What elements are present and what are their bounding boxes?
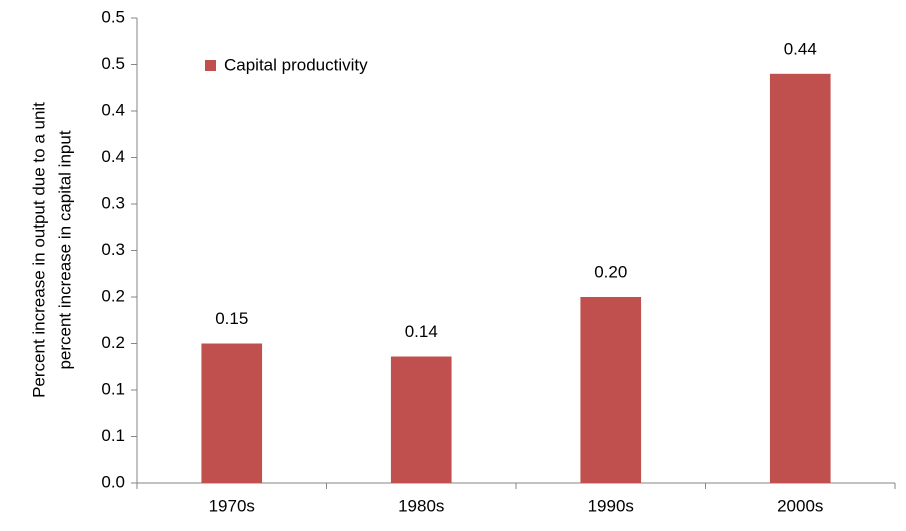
y-axis-label: Percent increase in output due to a unit [29, 102, 48, 398]
y-tick-label: 0.5 [101, 7, 125, 26]
y-tick-label: 0.4 [101, 100, 125, 119]
x-tick-label: 2000s [777, 496, 823, 515]
y-tick-label: 0.3 [101, 240, 125, 259]
data-label: 0.44 [784, 39, 817, 58]
y-tick-label: 0.1 [101, 379, 125, 398]
data-label: 0.14 [405, 322, 438, 341]
bar [201, 343, 263, 483]
y-tick-label: 0.1 [101, 426, 125, 445]
bar [769, 73, 831, 484]
data-label: 0.15 [215, 309, 248, 328]
y-tick-label: 0.4 [101, 147, 125, 166]
bar [580, 297, 642, 483]
x-tick-label: 1980s [398, 496, 444, 515]
y-tick-label: 0.0 [101, 472, 125, 491]
y-tick-label: 0.5 [101, 54, 125, 73]
y-tick-label: 0.3 [101, 193, 125, 212]
x-tick-label: 1990s [588, 496, 634, 515]
y-tick-label: 0.2 [101, 333, 125, 352]
legend-swatch [205, 60, 216, 71]
legend-label: Capital productivity [224, 55, 368, 74]
y-tick-label: 0.2 [101, 286, 125, 305]
y-axis-label: percent increase in capital input [55, 130, 74, 369]
x-tick-label: 1970s [209, 496, 255, 515]
data-label: 0.20 [594, 262, 627, 281]
bar [390, 356, 452, 483]
